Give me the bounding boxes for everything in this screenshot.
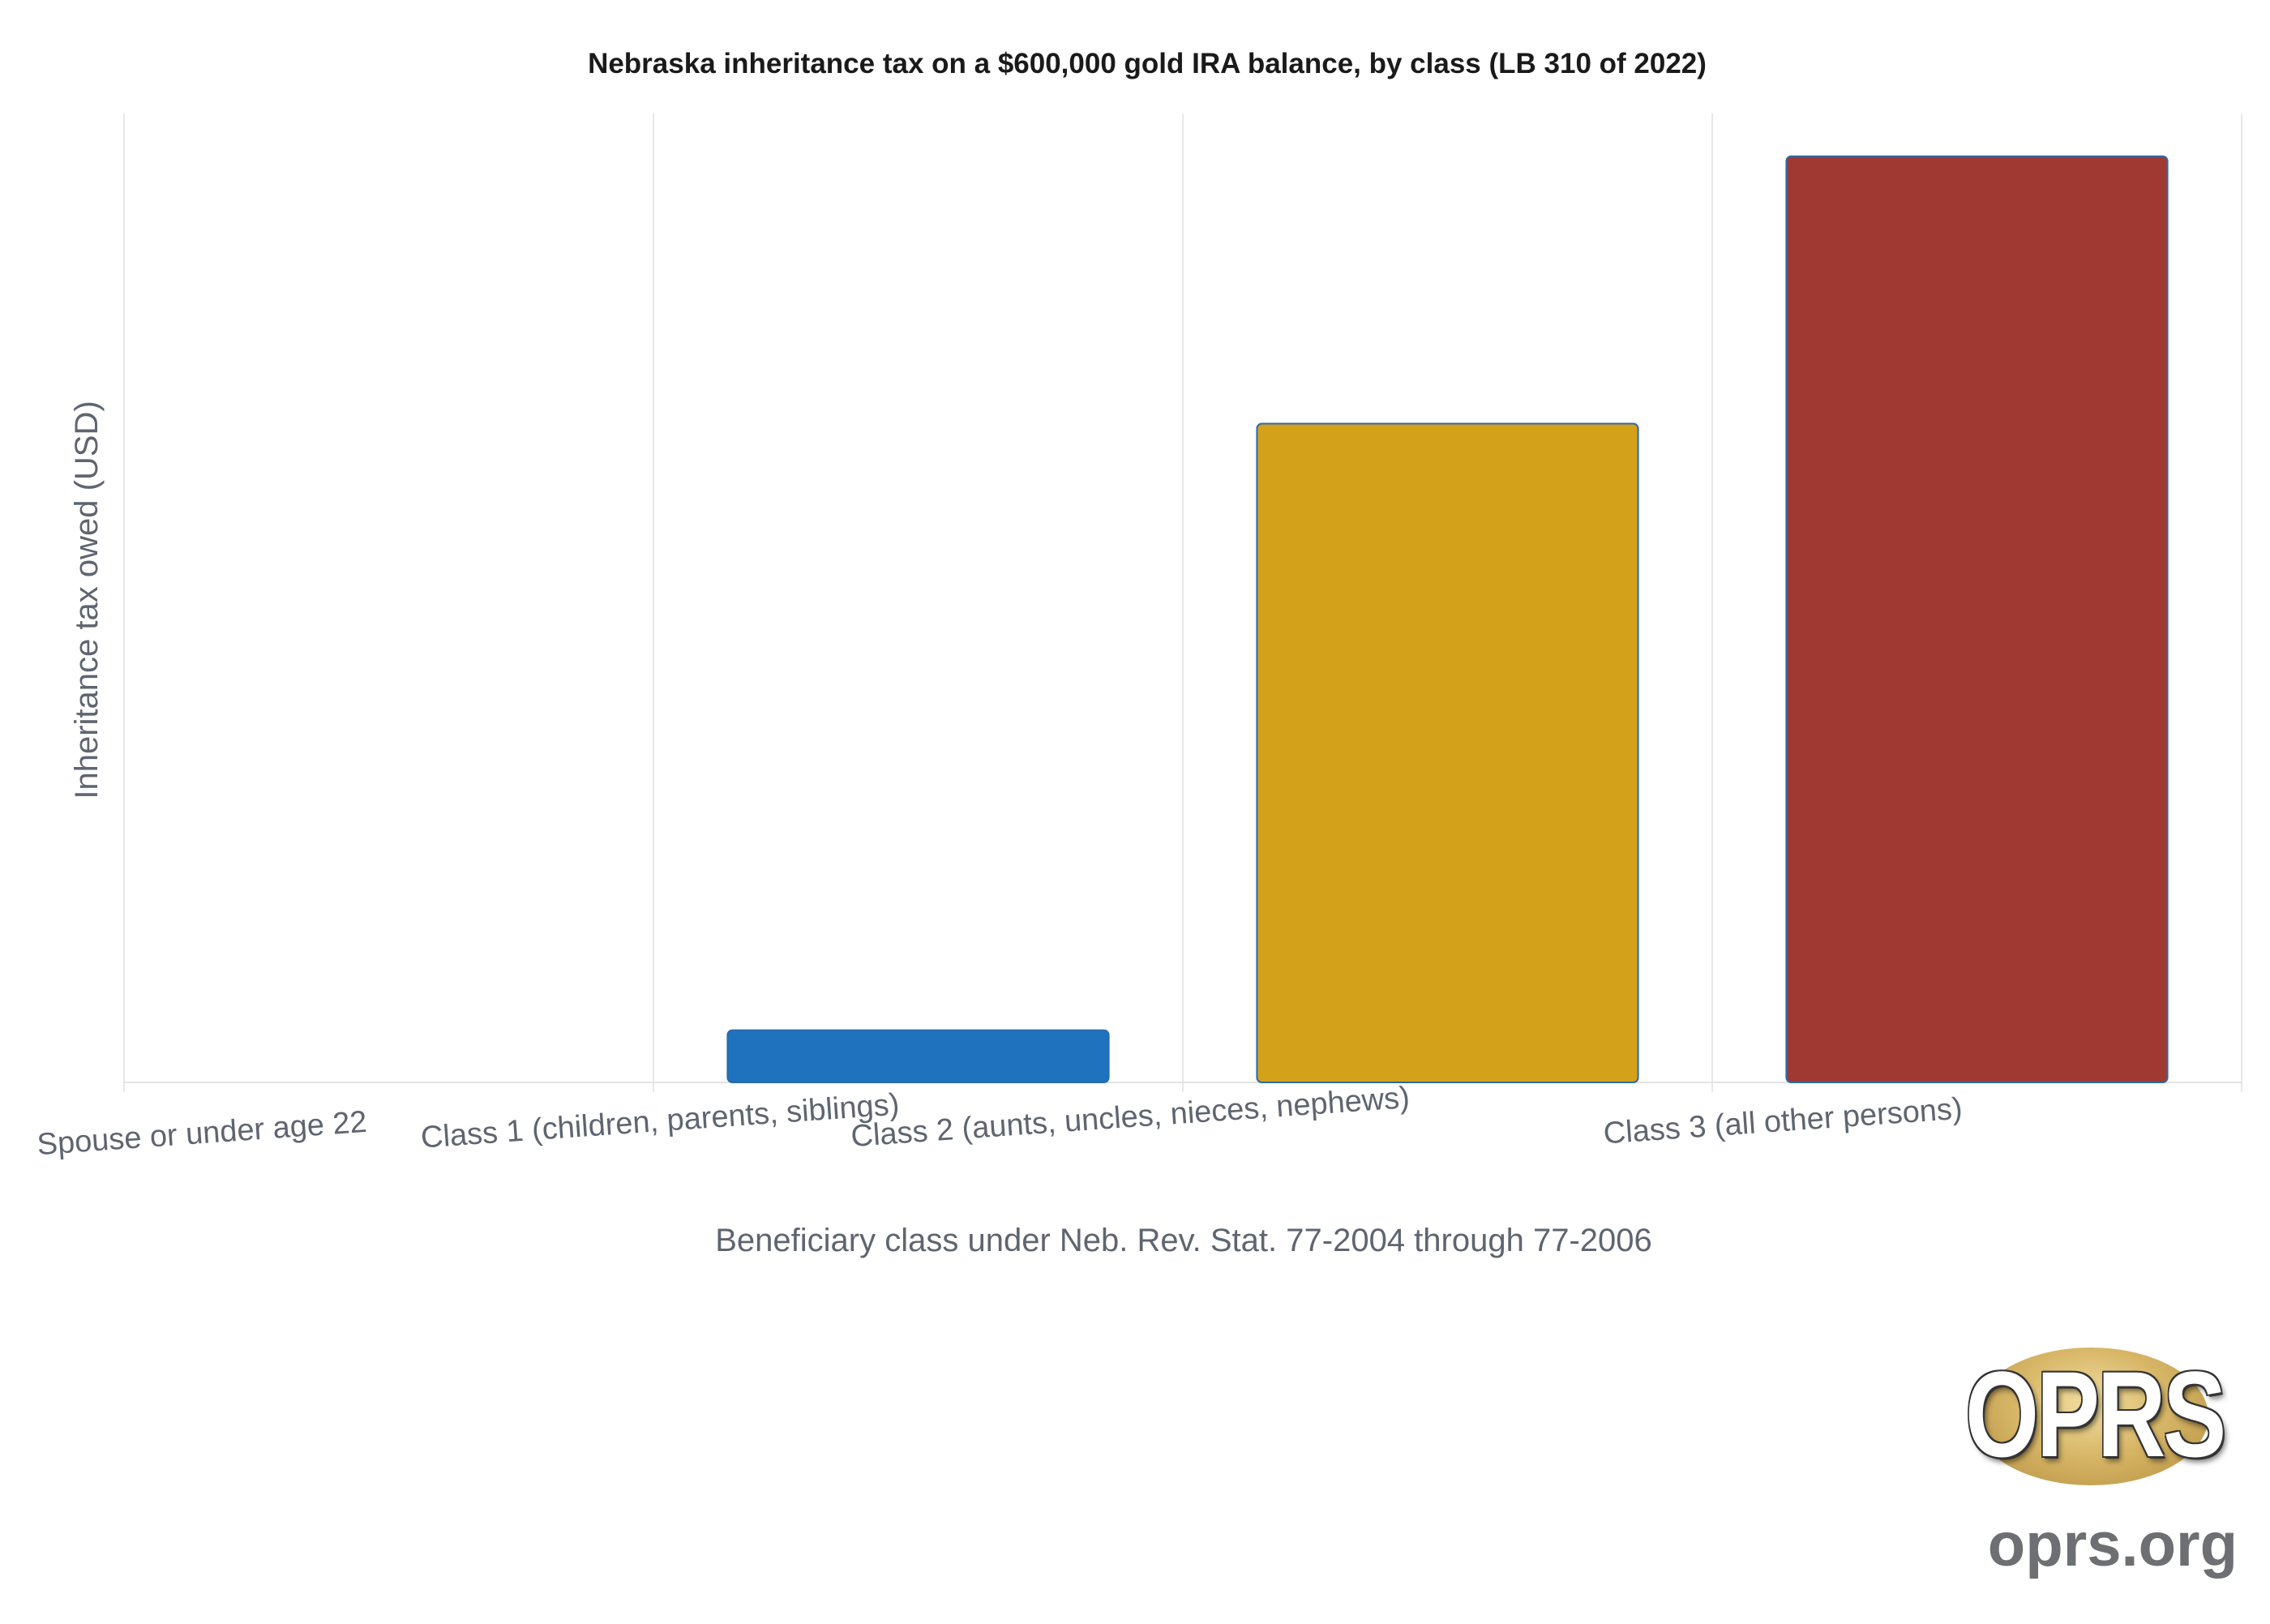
chart-title: Nebraska inheritance tax on a $600,000 g…: [588, 48, 1707, 79]
x-tick-label: Class 1 (children, parents, siblings): [420, 1087, 901, 1155]
bar-3: [1256, 422, 1639, 1083]
y-axis-label: Inheritance tax owed (USD): [69, 401, 105, 799]
x-tick-label: Class 2 (aunts, uncles, nieces, nephews): [850, 1081, 1411, 1154]
x-tick-label: Spouse or under age 22: [36, 1105, 368, 1162]
x-tick-labels: Spouse or under age 22 Class 1 (children,…: [36, 1081, 1964, 1162]
logo-mark: OPRS: [1965, 1346, 2226, 1482]
x-axis-label: Beneficiary class under Neb. Rev. Stat. …: [715, 1223, 1652, 1258]
bars: [726, 155, 2169, 1083]
oprs-logo: OPRS oprs.org: [1930, 1330, 2238, 1597]
bar-2: [726, 1029, 1110, 1083]
logo-badge-icon: [1973, 1348, 2208, 1485]
logo-site-text: oprs.org: [1987, 1510, 2238, 1579]
x-tick-label: Class 3 (all other persons): [1602, 1092, 1963, 1151]
bar-4: [1785, 155, 2169, 1083]
